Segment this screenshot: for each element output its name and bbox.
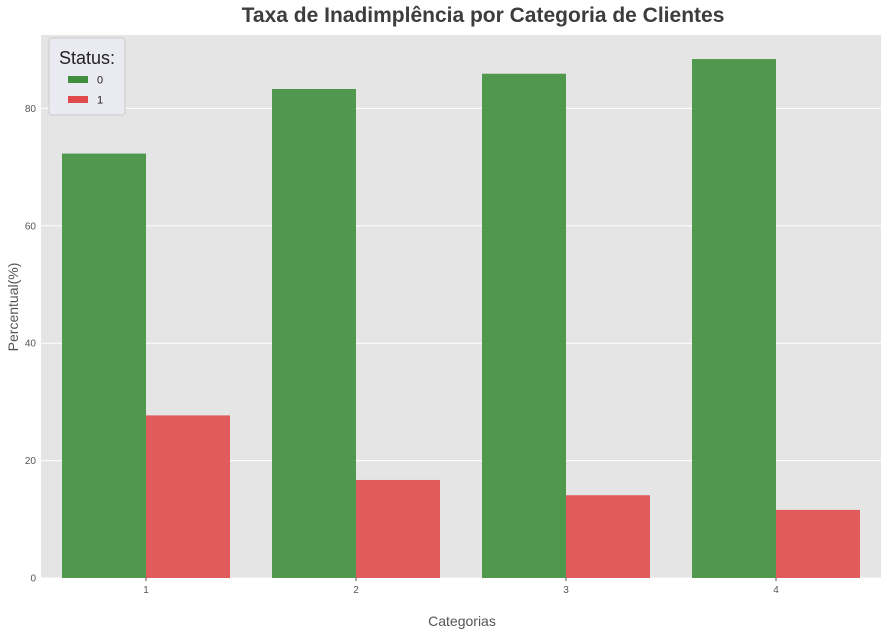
legend-items: 01 — [68, 75, 103, 107]
y-tick-label: 60 — [25, 221, 37, 232]
y-axis-label: Percentual(%) — [5, 263, 21, 352]
bars — [62, 59, 860, 579]
y-tick-label: 40 — [25, 339, 37, 350]
x-axis-label: Categorias — [428, 613, 496, 629]
legend: Status: 01 — [48, 37, 126, 116]
bar-cat1-status0 — [62, 153, 146, 578]
bar-cat2-status1 — [356, 479, 440, 578]
x-tick-label: 2 — [353, 585, 359, 596]
y-tick-label: 20 — [25, 456, 37, 467]
x-tick-label: 4 — [773, 585, 779, 596]
bar-cat3-status0 — [482, 73, 566, 579]
legend-label-1: 1 — [97, 95, 103, 107]
bar-cat2-status0 — [272, 89, 356, 579]
legend-title: Status: — [59, 48, 115, 68]
bar-cat1-status1 — [146, 415, 230, 578]
x-axis-ticks: 1 2 3 4 — [143, 578, 779, 596]
legend-label-0: 0 — [97, 75, 103, 87]
bar-cat4-status0 — [692, 59, 776, 578]
chart-title: Taxa de Inadimplência por Categoria de C… — [242, 4, 725, 27]
bar-cat3-status1 — [566, 495, 650, 578]
x-tick-label: 1 — [143, 585, 149, 596]
legend-swatch-0 — [68, 76, 88, 83]
y-tick-label: 80 — [25, 104, 37, 115]
y-tick-label: 0 — [30, 574, 36, 585]
bar-cat4-status1 — [776, 509, 860, 578]
legend-swatch-1 — [68, 96, 88, 103]
y-axis-ticks: 0 20 40 60 80 — [25, 104, 37, 585]
x-tick-label: 3 — [563, 585, 569, 596]
